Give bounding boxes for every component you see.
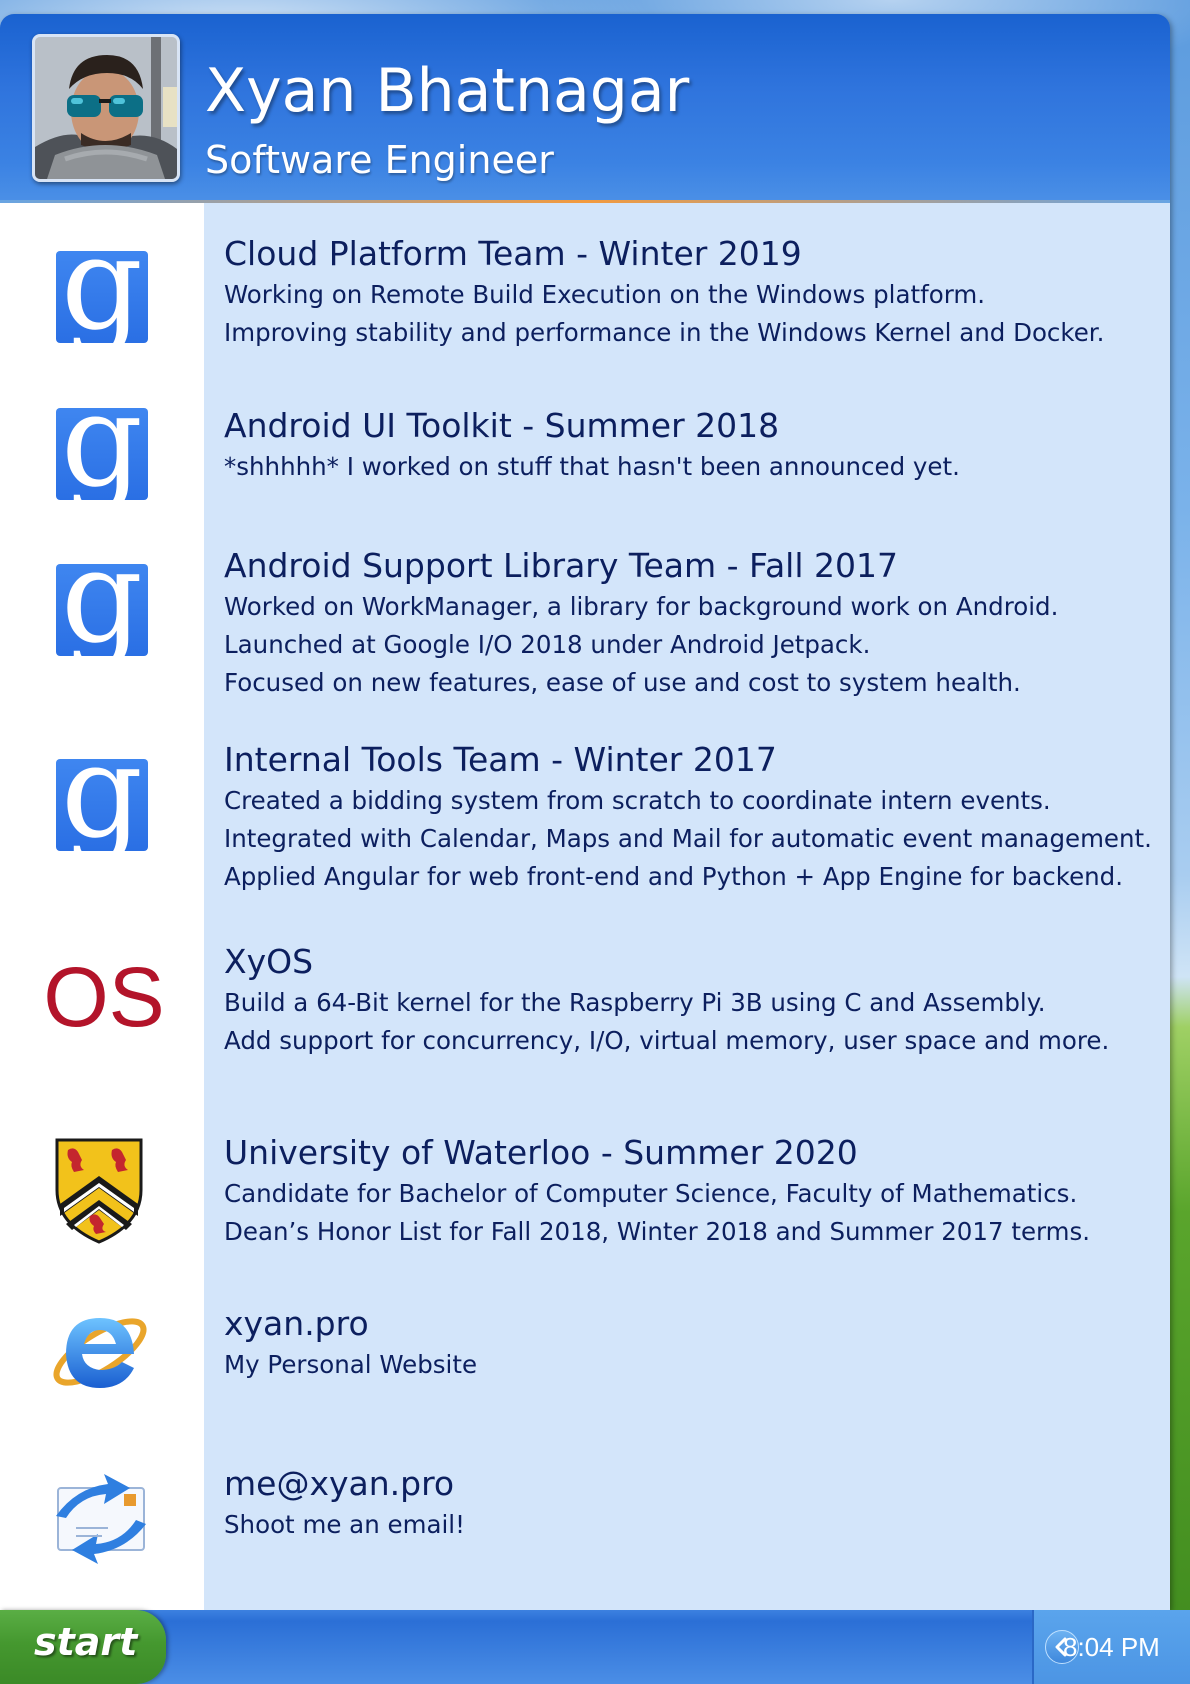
university-crest-icon: [54, 1136, 144, 1246]
menu-item-description: My Personal Website: [224, 1350, 478, 1379]
menu-item-description: Focused on new features, ease of use and…: [224, 668, 1021, 697]
menu-item-description: Applied Angular for web front-end and Py…: [224, 862, 1124, 891]
user-title: Software Engineer: [205, 138, 554, 182]
content-column: [204, 203, 1170, 1610]
menu-item-description: Launched at Google I/O 2018 under Androi…: [224, 630, 871, 659]
menu-item-title: Cloud Platform Team - Winter 2019: [224, 234, 802, 273]
menu-item-title: xyan.pro: [224, 1304, 369, 1343]
header-divider: [0, 200, 1170, 203]
menu-item-description: Candidate for Bachelor of Computer Scien…: [224, 1179, 1078, 1208]
system-tray: [1032, 1610, 1190, 1684]
google-icon: g: [56, 408, 148, 500]
menu-item-description: Build a 64-Bit kernel for the Raspberry …: [224, 988, 1046, 1017]
start-button[interactable]: start: [0, 1610, 166, 1684]
menu-item-description: Integrated with Calendar, Maps and Mail …: [224, 824, 1152, 853]
taskbar-clock[interactable]: 8:04 PM: [1063, 1632, 1160, 1662]
menu-item-description: Worked on WorkManager, a library for bac…: [224, 592, 1059, 621]
menu-item-description: Working on Remote Build Execution on the…: [224, 280, 985, 309]
google-icon: g: [56, 564, 148, 656]
chevron-left-icon[interactable]: [1045, 1630, 1079, 1664]
start-menu: Xyan Bhatnagar Software Engineer g Cloud…: [0, 14, 1170, 1610]
menu-item-title: University of Waterloo - Summer 2020: [224, 1133, 858, 1172]
menu-item-title: Internal Tools Team - Winter 2017: [224, 740, 777, 779]
start-label: start: [34, 1620, 138, 1664]
menu-item-description: Improving stability and performance in t…: [224, 318, 1105, 347]
menu-item-description: Shoot me an email!: [224, 1510, 465, 1539]
google-icon: g: [56, 759, 148, 851]
menu-item-title: XyOS: [224, 942, 314, 981]
taskbar: start 8:04 PM: [0, 1610, 1190, 1684]
user-avatar[interactable]: [32, 34, 180, 182]
os-logo-icon: OS: [43, 950, 165, 1044]
menu-item-title: me@xyan.pro: [224, 1464, 455, 1503]
internet-explorer-icon: [46, 1296, 152, 1406]
menu-item-title: Android Support Library Team - Fall 2017: [224, 546, 898, 585]
menu-item-description: *shhhhh* I worked on stuff that hasn't b…: [224, 452, 960, 481]
menu-item-description: Add support for concurrency, I/O, virtua…: [224, 1026, 1110, 1055]
menu-item-title: Android UI Toolkit - Summer 2018: [224, 406, 780, 445]
menu-item-description: Created a bidding system from scratch to…: [224, 786, 1051, 815]
google-icon: g: [56, 251, 148, 343]
user-name: Xyan Bhatnagar: [205, 56, 690, 126]
menu-item-description: Dean’s Honor List for Fall 2018, Winter …: [224, 1217, 1091, 1246]
start-menu-header: Xyan Bhatnagar Software Engineer: [0, 14, 1170, 200]
outlook-express-mail-icon: [46, 1458, 156, 1568]
